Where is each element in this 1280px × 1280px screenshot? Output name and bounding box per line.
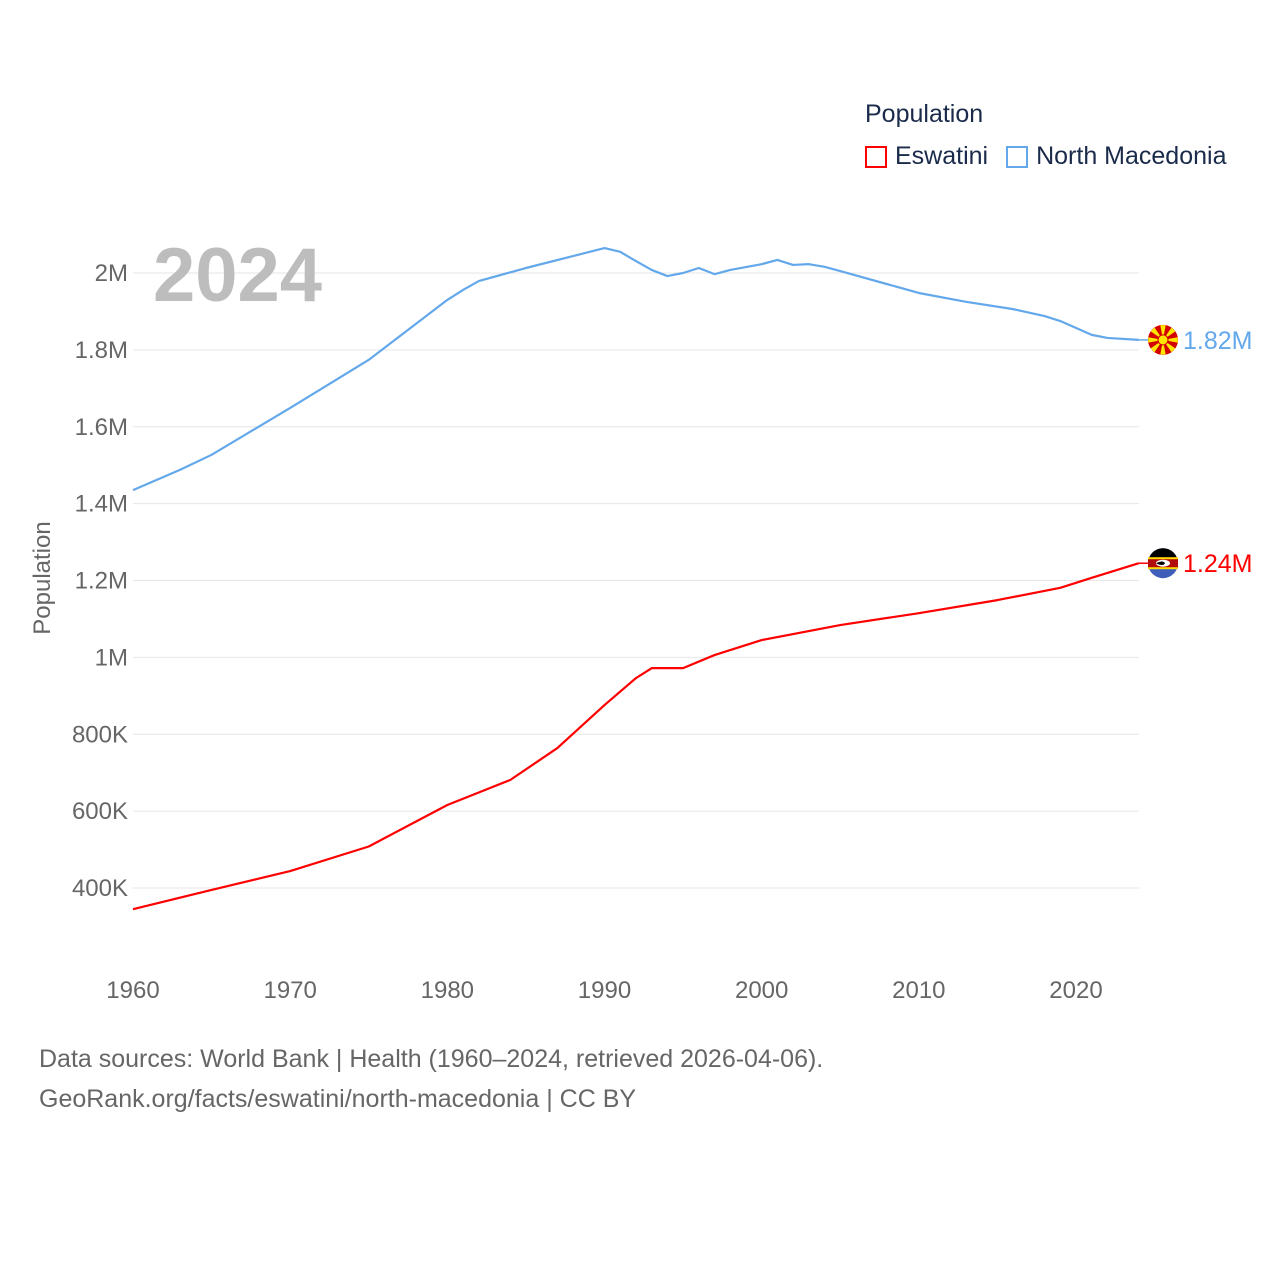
series-line-eswatini [132, 562, 1140, 911]
legend: Eswatini North Macedonia [865, 142, 1244, 171]
x-tick-label: 1990 [578, 977, 631, 1004]
x-tick-label: 2010 [892, 977, 945, 1004]
north-macedonia-flag-icon [1148, 324, 1178, 355]
y-tick-label: 1M [95, 644, 128, 671]
y-tick-label: 400K [72, 875, 128, 902]
legend-title: Population [865, 100, 984, 128]
year-label: 2024 [153, 233, 323, 318]
flag-ray [1148, 337, 1163, 343]
y-tick-label: 1.6M [75, 414, 128, 441]
flag-part [1156, 561, 1165, 565]
legend-item-eswatini[interactable]: Eswatini [865, 142, 988, 171]
y-tick-label: 800K [72, 721, 128, 748]
series-line-north-macedonia [132, 246, 1139, 492]
x-tick-label: 2000 [735, 977, 788, 1004]
y-tick-label: 1.2M [75, 568, 128, 595]
eswatini-flag-icon [1148, 548, 1178, 579]
flag-sun [1157, 334, 1169, 346]
flag-ray [1163, 337, 1178, 343]
legend-swatch-eswatini [865, 145, 887, 168]
attribution-text: GeoRank.org/facts/eswatini/north-macedon… [39, 1085, 637, 1113]
x-tick-label: 2020 [1049, 977, 1102, 1004]
end-value-label: 1.24M [1183, 550, 1252, 578]
y-tick-label: 1.4M [75, 491, 128, 518]
flag-ray [1160, 325, 1166, 340]
y-tick-label: 600K [72, 798, 128, 825]
x-tick-label: 1960 [106, 977, 159, 1004]
y-tick-label: 2M [95, 260, 128, 287]
legend-label: Eswatini [895, 142, 989, 170]
legend-item-north-macedonia[interactable]: North Macedonia [1006, 142, 1226, 171]
y-axis-label: Population [29, 521, 56, 634]
x-tick-label: 1980 [421, 977, 474, 1004]
flag-ray [1160, 339, 1166, 355]
y-tick-label: 1.8M [75, 337, 128, 364]
source-text: Data sources: World Bank | Health (1960–… [39, 1045, 824, 1073]
end-value-label: 1.82M [1183, 327, 1252, 355]
legend-swatch-north-macedonia [1006, 145, 1029, 168]
x-tick-label: 1970 [263, 977, 316, 1004]
legend-label: North Macedonia [1036, 142, 1227, 170]
